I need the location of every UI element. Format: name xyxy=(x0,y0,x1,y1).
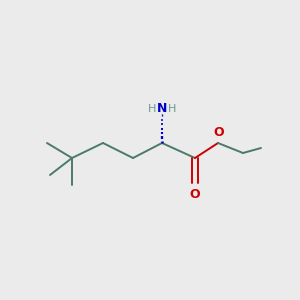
Text: N: N xyxy=(157,103,167,116)
Text: O: O xyxy=(214,127,224,140)
Text: H: H xyxy=(168,104,176,114)
Text: O: O xyxy=(190,188,200,200)
Text: H: H xyxy=(148,104,156,114)
